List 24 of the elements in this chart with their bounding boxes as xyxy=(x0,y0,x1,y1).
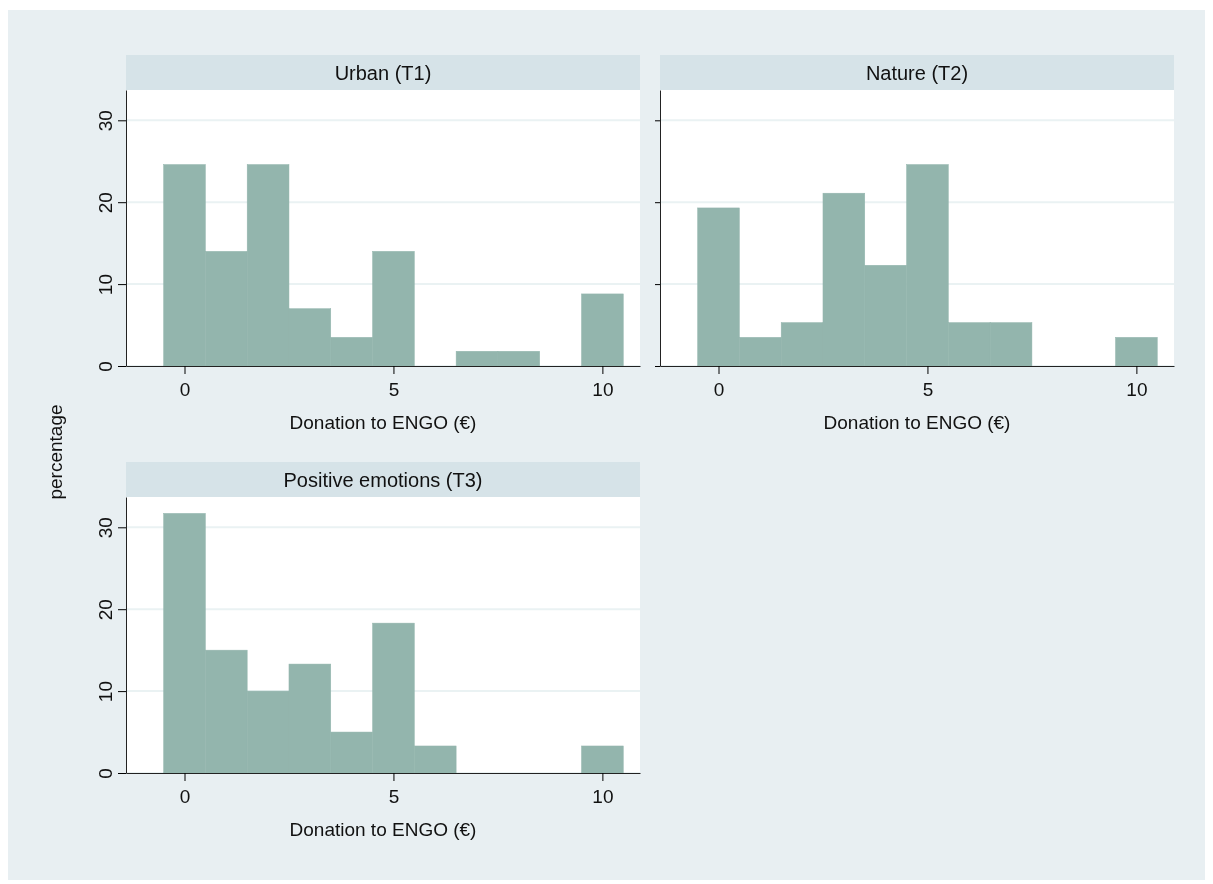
y-tick-label: 20 xyxy=(95,192,116,214)
x-tick-label: 10 xyxy=(1126,379,1148,400)
x-axis-title: Donation to ENGO (€) xyxy=(289,819,477,840)
x-tick-label: 5 xyxy=(388,786,400,807)
x-tick-label: 10 xyxy=(592,786,614,807)
x-tick-label: 10 xyxy=(592,379,614,400)
chart-title: Urban (T1) xyxy=(334,61,432,84)
x-tick-label: 0 xyxy=(179,379,191,400)
y-tick-label: 30 xyxy=(95,517,116,539)
x-axis-title: Donation to ENGO (€) xyxy=(289,412,477,433)
chart-title: Nature (T2) xyxy=(865,61,969,84)
x-axis-title: Donation to ENGO (€) xyxy=(823,412,1011,433)
y-tick-label: 20 xyxy=(95,599,116,621)
x-tick-label: 0 xyxy=(713,379,725,400)
y-tick-label: 0 xyxy=(95,361,116,372)
x-tick-label: 5 xyxy=(388,379,400,400)
y-axis-title: percentage xyxy=(45,404,66,500)
y-tick-label: 30 xyxy=(95,110,116,132)
y-tick-label: 0 xyxy=(95,768,116,779)
y-tick-label: 10 xyxy=(95,681,116,703)
x-tick-label: 5 xyxy=(922,379,934,400)
x-tick-label: 0 xyxy=(179,786,191,807)
chart-title: Positive emotions (T3) xyxy=(283,468,483,491)
y-tick-label: 10 xyxy=(95,274,116,296)
